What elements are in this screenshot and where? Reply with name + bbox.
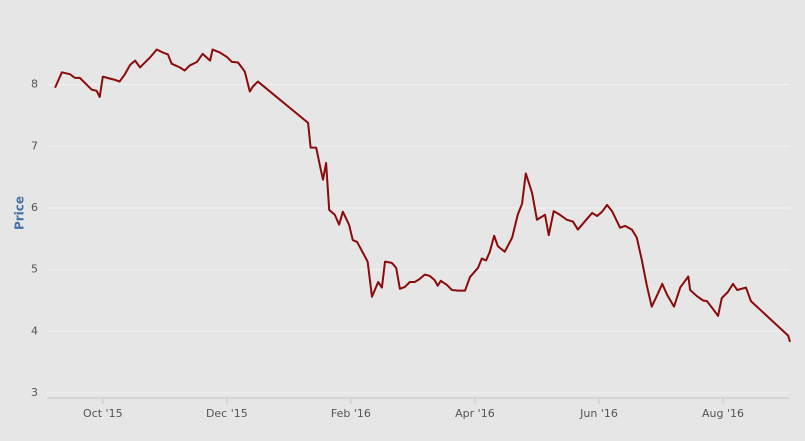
x-tick-label: Apr '16	[455, 407, 495, 420]
y-axis-title: Price	[13, 196, 27, 230]
y-tick-label: 4	[31, 324, 38, 337]
x-tick-label: Dec '15	[206, 407, 248, 420]
price-line	[54, 48, 791, 343]
y-tick-label: 3	[31, 386, 38, 399]
x-tick-label: Aug '16	[702, 407, 744, 420]
y-tick-label: 8	[31, 78, 38, 91]
x-tick-label: Oct '15	[83, 407, 123, 420]
y-tick-label: 6	[31, 201, 38, 214]
y-tick-label: 5	[31, 263, 38, 276]
y-tick-label: 7	[31, 139, 38, 152]
x-tick-label: Feb '16	[331, 407, 371, 420]
x-tick-label: Jun '16	[579, 407, 618, 420]
